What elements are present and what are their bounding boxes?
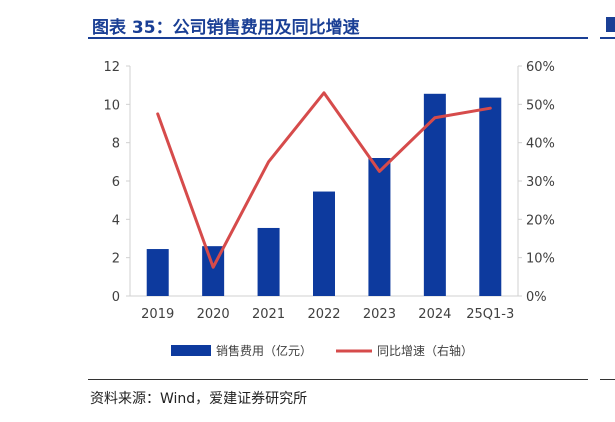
title-divider: [88, 37, 588, 39]
x-tick-label: 2020: [197, 307, 230, 322]
bar-2023: [368, 158, 391, 296]
y-left-tick-label: 10: [103, 98, 120, 113]
adjacent-figure-marker: [606, 17, 615, 32]
x-tick-label: 2019: [141, 307, 174, 322]
line-series: [156, 91, 492, 269]
growth-point-2023: [378, 170, 380, 172]
x-tick-label: 25Q1-3: [466, 307, 514, 322]
x-tick-labels: 2019 2020 2021 2022 2023 2024 25Q1-3: [141, 307, 514, 322]
y-right-tick-label: 30%: [526, 175, 555, 190]
bar-2019: [146, 249, 169, 296]
growth-point-2020: [212, 266, 214, 268]
y-left-tick-label: 2: [112, 252, 120, 267]
x-tick-label: 2024: [418, 307, 451, 322]
growth-point-25Q1-3: [489, 107, 491, 109]
growth-point-2021: [268, 161, 270, 163]
x-tick-label: 2022: [307, 307, 340, 322]
y-right-tick-label: 50%: [526, 98, 555, 113]
x-tick-label: 2023: [363, 307, 396, 322]
legend-bar-swatch: [171, 345, 211, 356]
source-divider: [88, 379, 588, 380]
chart-legend: 销售费用（亿元） 同比增速（右轴）: [171, 343, 473, 358]
source-note: 资料来源：Wind，爱建证券研究所: [90, 391, 308, 407]
y-right-tick-label: 0%: [526, 290, 547, 305]
legend-bar-label: 销售费用（亿元）: [216, 343, 312, 358]
adjacent-source-divider: [600, 379, 615, 380]
y-right-tick-label: 20%: [526, 213, 555, 228]
x-tick-label: 2021: [252, 307, 285, 322]
growth-point-2019: [157, 113, 159, 115]
bar-25Q1-3: [479, 97, 502, 296]
y-left-tick-label: 8: [112, 137, 120, 152]
y-left-tick-label: 6: [112, 175, 120, 190]
bar-2022: [313, 191, 335, 296]
adjacent-figure-divider: [600, 37, 615, 39]
bar-2024: [423, 93, 446, 297]
y-right-tick-label: 10%: [526, 252, 555, 267]
y-left-tick-label: 4: [112, 213, 120, 228]
figure-title: 图表 35：公司销售费用及同比增速: [92, 18, 360, 38]
bar-series: [146, 93, 502, 297]
bar-2021: [257, 227, 280, 296]
y-left-tick-label: 0: [112, 290, 120, 305]
growth-point-2024: [434, 117, 436, 119]
growth-point-2022: [323, 92, 325, 94]
y-right-tick-label: 40%: [526, 137, 555, 152]
legend-line-label: 同比增速（右轴）: [377, 343, 473, 358]
y-left-tick-label: 12: [103, 60, 120, 75]
y-right-tick-label: 60%: [526, 60, 555, 75]
